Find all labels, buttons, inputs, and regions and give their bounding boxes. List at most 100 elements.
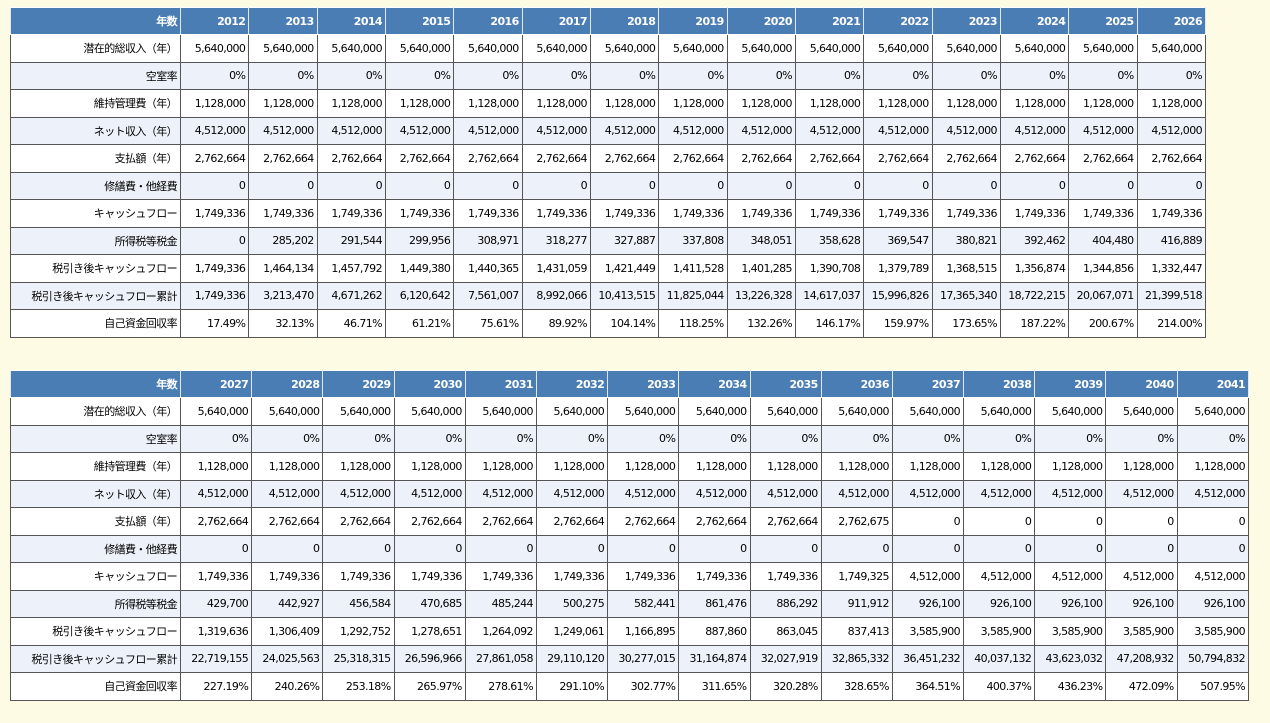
cell-value: 2,762,664: [678, 507, 751, 536]
cell-value: 0%: [726, 61, 796, 90]
cell-value: 5,640,000: [322, 397, 395, 426]
cell-value: 32,027,919: [749, 644, 822, 673]
cell-value: 0%: [1176, 424, 1250, 453]
cell-value: 0: [1136, 171, 1207, 200]
row-label: 修繕費・他経費: [10, 534, 181, 563]
cell-value: 265.97%: [393, 672, 466, 701]
cell-value: 327,887: [589, 226, 660, 255]
cell-value: 36,451,232: [891, 644, 965, 673]
year-header: 2015: [384, 7, 455, 35]
cell-value: 200.67%: [1068, 309, 1138, 338]
cell-value: 1,749,336: [521, 199, 591, 228]
cell-value: 1,749,336: [794, 199, 865, 228]
cell-value: 3,585,900: [891, 617, 965, 646]
row-label: 支払額（年）: [10, 144, 181, 173]
cell-value: 0: [384, 171, 455, 200]
year-header: 2031: [464, 370, 537, 398]
cell-value: 8,992,066: [521, 281, 591, 310]
year-header: 2026: [1136, 7, 1207, 35]
data-row: 空室率 0% 0% 0% 0% 0% 0% 0% 0% 0% 0% 0% 0% 0% 0% 0%: [10, 61, 1207, 90]
cell-value: 0: [179, 171, 250, 200]
cell-value: 1,411,528: [658, 254, 728, 283]
cell-value: 5,640,000: [521, 34, 591, 63]
cell-value: 5,640,000: [453, 34, 523, 63]
cell-value: 5,640,000: [794, 34, 865, 63]
year-header: 2024: [999, 7, 1070, 35]
row-label: 維持管理費（年）: [10, 452, 181, 481]
cell-value: 5,640,000: [963, 397, 1036, 426]
cell-value: 1,464,134: [248, 254, 318, 283]
cell-value: 4,512,000: [794, 116, 865, 145]
cell-value: 4,512,000: [521, 116, 591, 145]
cell-value: 1,749,336: [863, 199, 933, 228]
cell-value: 22,719,155: [179, 644, 253, 673]
year-header: 2027: [179, 370, 253, 398]
cell-value: 1,749,336: [384, 199, 455, 228]
data-row: 修繕費・他経費 0 0 0 0 0 0 0 0 0 0 0 0 0 0 0: [10, 534, 1250, 563]
cell-value: 278.61%: [464, 672, 537, 701]
cell-value: 1,749,336: [607, 562, 680, 591]
cell-value: 1,332,447: [1136, 254, 1207, 283]
cell-value: 1,128,000: [999, 89, 1070, 118]
cell-value: 5,640,000: [251, 397, 324, 426]
cell-value: 291,544: [316, 226, 386, 255]
row-label: 支払額（年）: [10, 507, 181, 536]
cell-value: 369,547: [863, 226, 933, 255]
cell-value: 485,244: [464, 589, 537, 618]
cell-value: 1,292,752: [322, 617, 395, 646]
cell-value: 0: [931, 171, 1001, 200]
cell-value: 887,860: [678, 617, 751, 646]
cell-value: 2,762,664: [316, 144, 386, 173]
cell-value: 2,762,675: [820, 507, 893, 536]
cell-value: 1,749,336: [999, 199, 1070, 228]
cell-value: 5,640,000: [1136, 34, 1207, 63]
cell-value: 2,762,664: [794, 144, 865, 173]
cell-value: 1,128,000: [794, 89, 865, 118]
year-header: 2020: [726, 7, 796, 35]
cell-value: 227.19%: [179, 672, 253, 701]
cell-value: 2,762,664: [464, 507, 537, 536]
cell-value: 299,956: [384, 226, 455, 255]
cell-value: 26,596,966: [393, 644, 466, 673]
cell-value: 1,128,000: [322, 452, 395, 481]
cell-value: 0%: [464, 424, 537, 453]
cell-value: 1,749,336: [316, 199, 386, 228]
data-row: 潜在的総収入（年） 5,640,000 5,640,000 5,640,000 5,64…: [10, 34, 1207, 63]
cell-value: 1,749,336: [179, 254, 250, 283]
cell-value: 1,401,285: [726, 254, 796, 283]
year-header: 2018: [589, 7, 660, 35]
cell-value: 0: [1176, 507, 1250, 536]
cell-value: 21,399,518: [1136, 281, 1207, 310]
cell-value: 27,861,058: [464, 644, 537, 673]
cell-value: 5,640,000: [820, 397, 893, 426]
cell-value: 4,512,000: [607, 479, 680, 508]
cell-value: 1,128,000: [1176, 452, 1250, 481]
cell-value: 4,512,000: [535, 479, 609, 508]
row-label: 税引き後キャッシュフロー累計: [10, 644, 181, 673]
cell-value: 61.21%: [384, 309, 455, 338]
cell-value: 5,640,000: [658, 34, 728, 63]
cell-value: 0%: [179, 61, 250, 90]
cell-value: 4,512,000: [179, 116, 250, 145]
row-label: 潜在的総収入（年）: [10, 397, 181, 426]
cell-value: 1,128,000: [1136, 89, 1207, 118]
cell-value: 20,067,071: [1068, 281, 1138, 310]
cell-value: 253.18%: [322, 672, 395, 701]
cell-value: 5,640,000: [749, 397, 822, 426]
cell-value: 1,344,856: [1068, 254, 1138, 283]
row-label: 修繕費・他経費: [10, 171, 181, 200]
cell-value: 214.00%: [1136, 309, 1207, 338]
cell-value: 4,512,000: [1034, 479, 1107, 508]
row-label: 税引き後キャッシュフロー累計: [10, 281, 181, 310]
cell-value: 364.51%: [891, 672, 965, 701]
cell-value: 5,640,000: [863, 34, 933, 63]
year-header: 2029: [322, 370, 395, 398]
cell-value: 1,128,000: [1068, 89, 1138, 118]
cell-value: 187.22%: [999, 309, 1070, 338]
year-header: 2019: [658, 7, 728, 35]
row-label: 税引き後キャッシュフロー: [10, 617, 181, 646]
cell-value: 1,749,336: [464, 562, 537, 591]
cell-value: 1,128,000: [891, 452, 965, 481]
cell-value: 320.28%: [749, 672, 822, 701]
cell-value: 4,512,000: [749, 479, 822, 508]
